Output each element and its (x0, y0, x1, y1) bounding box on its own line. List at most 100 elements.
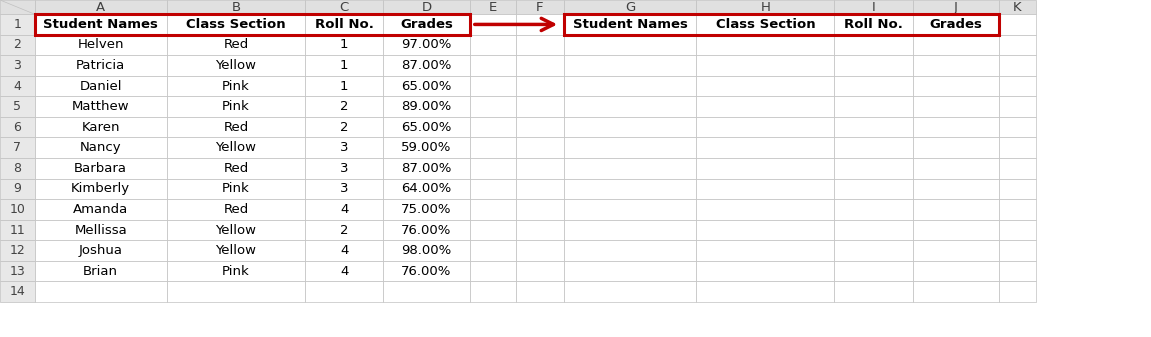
Bar (516, 261, 564, 281)
Bar (999, 14, 1036, 35)
Text: K: K (1013, 1, 1022, 13)
Text: Barbara: Barbara (74, 162, 128, 175)
Text: 14: 14 (9, 285, 25, 298)
Text: B: B (231, 1, 241, 13)
Text: Yellow: Yellow (215, 59, 257, 72)
Text: 3: 3 (340, 162, 349, 175)
Bar (0, 35, 35, 55)
Bar (913, 199, 999, 220)
Bar (35, 14, 470, 35)
Bar (516, 281, 564, 302)
Bar (167, 179, 305, 199)
Bar (0, 220, 35, 240)
Bar (696, 261, 834, 281)
Bar (999, 55, 1036, 76)
Bar (913, 261, 999, 281)
Bar (167, 199, 305, 220)
Bar (383, 96, 470, 117)
Bar (696, 199, 834, 220)
Bar (516, 220, 564, 240)
Text: Pink: Pink (222, 100, 250, 113)
Bar (305, 55, 383, 76)
Bar (564, 261, 696, 281)
Bar (696, 179, 834, 199)
Bar (999, 281, 1036, 302)
Bar (999, 76, 1036, 96)
Bar (35, 14, 167, 35)
Bar (470, 281, 516, 302)
Bar (35, 220, 167, 240)
Bar (564, 281, 696, 302)
Bar (913, 76, 999, 96)
Bar (167, 35, 305, 55)
Bar (516, 137, 564, 158)
Bar (696, 137, 834, 158)
Text: 3: 3 (340, 141, 349, 154)
Text: 2: 2 (340, 100, 349, 113)
Text: 98.00%: 98.00% (402, 244, 451, 257)
Bar (167, 137, 305, 158)
Bar (516, 96, 564, 117)
Bar (516, 240, 564, 261)
Bar (167, 0, 305, 14)
Text: 7: 7 (14, 141, 21, 154)
Text: 87.00%: 87.00% (402, 162, 451, 175)
Bar (564, 117, 696, 137)
Bar (167, 158, 305, 179)
Text: 76.00%: 76.00% (402, 265, 451, 278)
Bar (516, 14, 564, 35)
Bar (696, 158, 834, 179)
Bar (0, 240, 35, 261)
Text: 1: 1 (14, 18, 21, 31)
Text: 65.00%: 65.00% (402, 121, 451, 134)
Bar (516, 117, 564, 137)
Bar (999, 199, 1036, 220)
Bar (35, 261, 167, 281)
Text: Grades: Grades (401, 18, 452, 31)
Bar (305, 14, 383, 35)
Bar (564, 35, 696, 55)
Text: Yellow: Yellow (215, 141, 257, 154)
Bar (913, 220, 999, 240)
Text: 11: 11 (9, 223, 25, 237)
Text: Joshua: Joshua (78, 244, 123, 257)
Bar (564, 179, 696, 199)
Text: Daniel: Daniel (79, 80, 122, 93)
Text: 6: 6 (14, 121, 21, 134)
Text: Red: Red (223, 38, 249, 52)
Bar (999, 240, 1036, 261)
Bar (0, 76, 35, 96)
Bar (913, 35, 999, 55)
Bar (470, 35, 516, 55)
Text: 4: 4 (340, 203, 349, 216)
Bar (999, 261, 1036, 281)
Text: Pink: Pink (222, 265, 250, 278)
Bar (305, 199, 383, 220)
Text: 87.00%: 87.00% (402, 59, 451, 72)
Bar (696, 76, 834, 96)
Bar (35, 179, 167, 199)
Bar (470, 220, 516, 240)
Bar (305, 179, 383, 199)
Text: Helven: Helven (77, 38, 124, 52)
Bar (305, 96, 383, 117)
Text: 1: 1 (340, 59, 349, 72)
Text: A: A (97, 1, 105, 13)
Bar (167, 281, 305, 302)
Bar (696, 240, 834, 261)
Text: 12: 12 (9, 244, 25, 257)
Bar (383, 199, 470, 220)
Bar (305, 35, 383, 55)
Bar (564, 220, 696, 240)
Text: 3: 3 (340, 182, 349, 195)
Bar (834, 117, 913, 137)
Bar (999, 96, 1036, 117)
Bar (516, 35, 564, 55)
Text: 89.00%: 89.00% (402, 100, 451, 113)
Bar (999, 117, 1036, 137)
Bar (470, 117, 516, 137)
Bar (834, 240, 913, 261)
Bar (167, 55, 305, 76)
Text: Red: Red (223, 203, 249, 216)
Bar (516, 179, 564, 199)
